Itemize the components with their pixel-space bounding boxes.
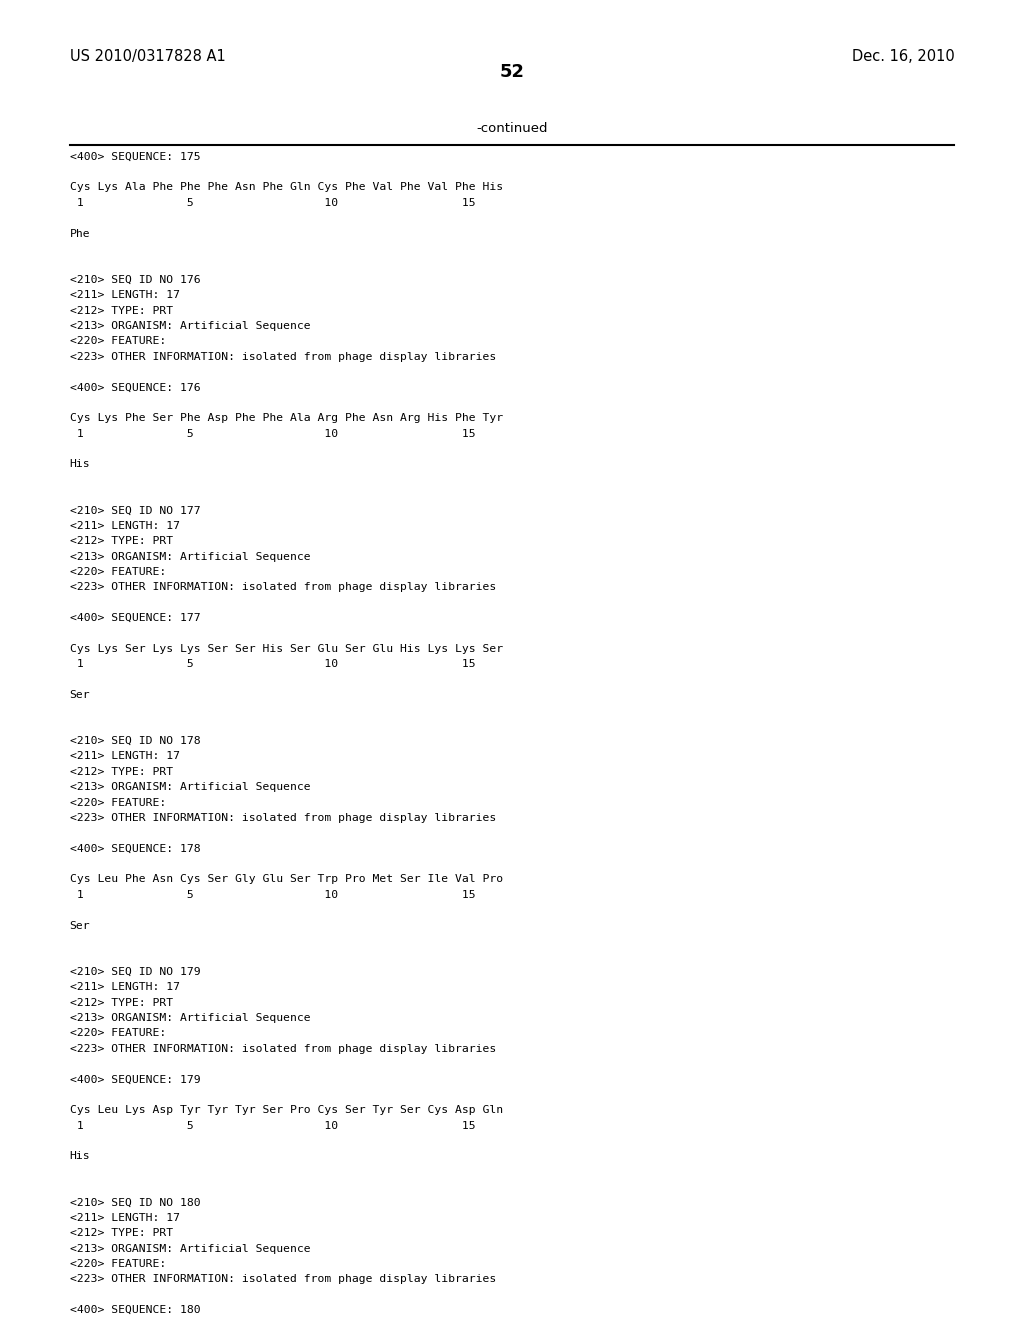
Text: <210> SEQ ID NO 178: <210> SEQ ID NO 178 xyxy=(70,737,201,746)
Text: Ser: Ser xyxy=(70,920,90,931)
Text: 1               5                   10                  15: 1 5 10 15 xyxy=(70,1121,475,1130)
Text: <211> LENGTH: 17: <211> LENGTH: 17 xyxy=(70,982,179,993)
Text: 1               5                   10                  15: 1 5 10 15 xyxy=(70,429,475,438)
Text: Cys Lys Ser Lys Lys Ser Ser His Ser Glu Ser Glu His Lys Lys Ser: Cys Lys Ser Lys Lys Ser Ser His Ser Glu … xyxy=(70,644,503,653)
Text: Cys Lys Ala Phe Phe Phe Asn Phe Gln Cys Phe Val Phe Val Phe His: Cys Lys Ala Phe Phe Phe Asn Phe Gln Cys … xyxy=(70,182,503,193)
Text: Ser: Ser xyxy=(70,690,90,700)
Text: <212> TYPE: PRT: <212> TYPE: PRT xyxy=(70,305,173,315)
Text: 1               5                   10                  15: 1 5 10 15 xyxy=(70,890,475,900)
Text: <220> FEATURE:: <220> FEATURE: xyxy=(70,797,166,808)
Text: 52: 52 xyxy=(500,62,524,81)
Text: <400> SEQUENCE: 180: <400> SEQUENCE: 180 xyxy=(70,1305,201,1315)
Text: <220> FEATURE:: <220> FEATURE: xyxy=(70,1028,166,1039)
Text: <211> LENGTH: 17: <211> LENGTH: 17 xyxy=(70,1213,179,1222)
Text: Phe: Phe xyxy=(70,228,90,239)
Text: <212> TYPE: PRT: <212> TYPE: PRT xyxy=(70,767,173,777)
Text: Dec. 16, 2010: Dec. 16, 2010 xyxy=(852,49,954,65)
Text: <220> FEATURE:: <220> FEATURE: xyxy=(70,566,166,577)
Text: <400> SEQUENCE: 176: <400> SEQUENCE: 176 xyxy=(70,383,201,392)
Text: His: His xyxy=(70,459,90,470)
Text: <400> SEQUENCE: 175: <400> SEQUENCE: 175 xyxy=(70,152,201,162)
Text: 1               5                   10                  15: 1 5 10 15 xyxy=(70,659,475,669)
Text: <213> ORGANISM: Artificial Sequence: <213> ORGANISM: Artificial Sequence xyxy=(70,783,310,792)
Text: <400> SEQUENCE: 177: <400> SEQUENCE: 177 xyxy=(70,612,201,623)
Text: <223> OTHER INFORMATION: isolated from phage display libraries: <223> OTHER INFORMATION: isolated from p… xyxy=(70,582,496,593)
Text: <213> ORGANISM: Artificial Sequence: <213> ORGANISM: Artificial Sequence xyxy=(70,1243,310,1254)
Text: <213> ORGANISM: Artificial Sequence: <213> ORGANISM: Artificial Sequence xyxy=(70,552,310,561)
Text: Cys Leu Lys Asp Tyr Tyr Tyr Ser Pro Cys Ser Tyr Ser Cys Asp Gln: Cys Leu Lys Asp Tyr Tyr Tyr Ser Pro Cys … xyxy=(70,1105,503,1115)
Text: <212> TYPE: PRT: <212> TYPE: PRT xyxy=(70,1228,173,1238)
Text: <213> ORGANISM: Artificial Sequence: <213> ORGANISM: Artificial Sequence xyxy=(70,321,310,331)
Text: <213> ORGANISM: Artificial Sequence: <213> ORGANISM: Artificial Sequence xyxy=(70,1012,310,1023)
Text: <223> OTHER INFORMATION: isolated from phage display libraries: <223> OTHER INFORMATION: isolated from p… xyxy=(70,351,496,362)
Text: <212> TYPE: PRT: <212> TYPE: PRT xyxy=(70,536,173,546)
Text: <211> LENGTH: 17: <211> LENGTH: 17 xyxy=(70,521,179,531)
Text: 1               5                   10                  15: 1 5 10 15 xyxy=(70,198,475,207)
Text: <211> LENGTH: 17: <211> LENGTH: 17 xyxy=(70,751,179,762)
Text: <223> OTHER INFORMATION: isolated from phage display libraries: <223> OTHER INFORMATION: isolated from p… xyxy=(70,813,496,822)
Text: -continued: -continued xyxy=(476,121,548,135)
Text: <400> SEQUENCE: 179: <400> SEQUENCE: 179 xyxy=(70,1074,201,1085)
Text: <210> SEQ ID NO 177: <210> SEQ ID NO 177 xyxy=(70,506,201,515)
Text: Cys Leu Phe Asn Cys Ser Gly Glu Ser Trp Pro Met Ser Ile Val Pro: Cys Leu Phe Asn Cys Ser Gly Glu Ser Trp … xyxy=(70,874,503,884)
Text: <220> FEATURE:: <220> FEATURE: xyxy=(70,337,166,346)
Text: Cys Lys Phe Ser Phe Asp Phe Phe Ala Arg Phe Asn Arg His Phe Tyr: Cys Lys Phe Ser Phe Asp Phe Phe Ala Arg … xyxy=(70,413,503,424)
Text: <400> SEQUENCE: 178: <400> SEQUENCE: 178 xyxy=(70,843,201,854)
Text: <212> TYPE: PRT: <212> TYPE: PRT xyxy=(70,998,173,1007)
Text: <210> SEQ ID NO 176: <210> SEQ ID NO 176 xyxy=(70,275,201,285)
Text: <220> FEATURE:: <220> FEATURE: xyxy=(70,1259,166,1269)
Text: <210> SEQ ID NO 180: <210> SEQ ID NO 180 xyxy=(70,1197,201,1208)
Text: <223> OTHER INFORMATION: isolated from phage display libraries: <223> OTHER INFORMATION: isolated from p… xyxy=(70,1274,496,1284)
Text: <223> OTHER INFORMATION: isolated from phage display libraries: <223> OTHER INFORMATION: isolated from p… xyxy=(70,1044,496,1053)
Text: His: His xyxy=(70,1151,90,1162)
Text: <210> SEQ ID NO 179: <210> SEQ ID NO 179 xyxy=(70,966,201,977)
Text: <211> LENGTH: 17: <211> LENGTH: 17 xyxy=(70,290,179,300)
Text: US 2010/0317828 A1: US 2010/0317828 A1 xyxy=(70,49,225,65)
